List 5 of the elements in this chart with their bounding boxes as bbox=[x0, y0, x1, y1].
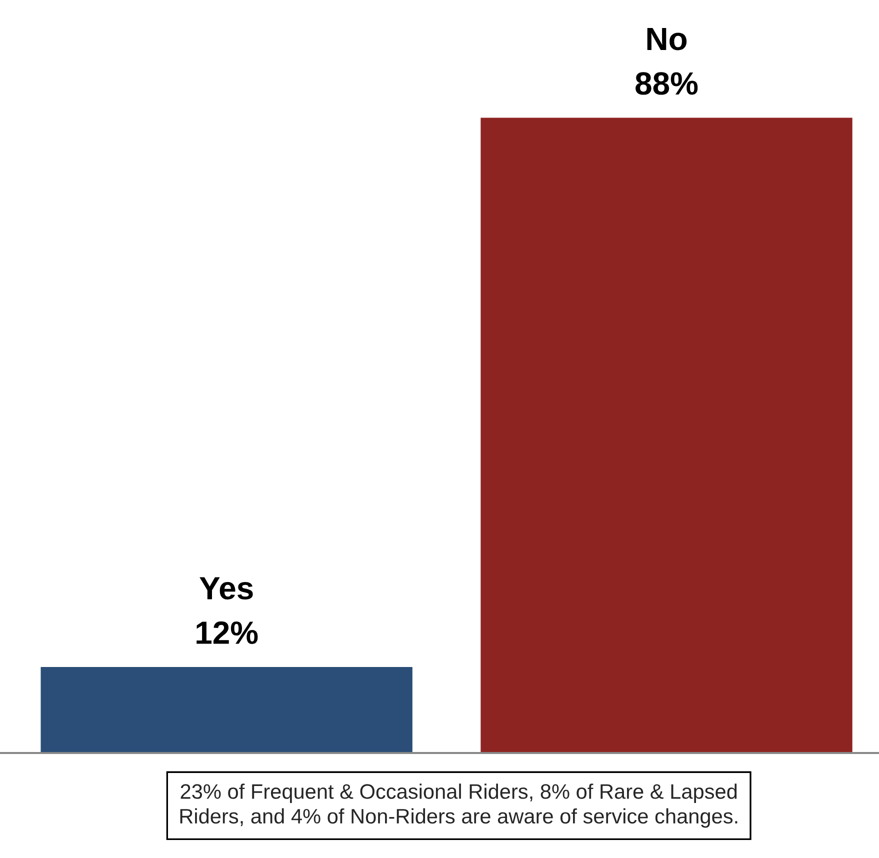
data-label: 12% bbox=[196, 621, 258, 644]
x-tick-label: Yes bbox=[200, 577, 253, 600]
data-label: 88% bbox=[636, 72, 698, 95]
text: 23% of Frequent & Occasional Riders, 8% of Rare & Lapsed Riders, and 4% of Non-Riders are aware of service changes. bbox=[180, 784, 738, 828]
x-tick-label: No bbox=[647, 28, 687, 50]
